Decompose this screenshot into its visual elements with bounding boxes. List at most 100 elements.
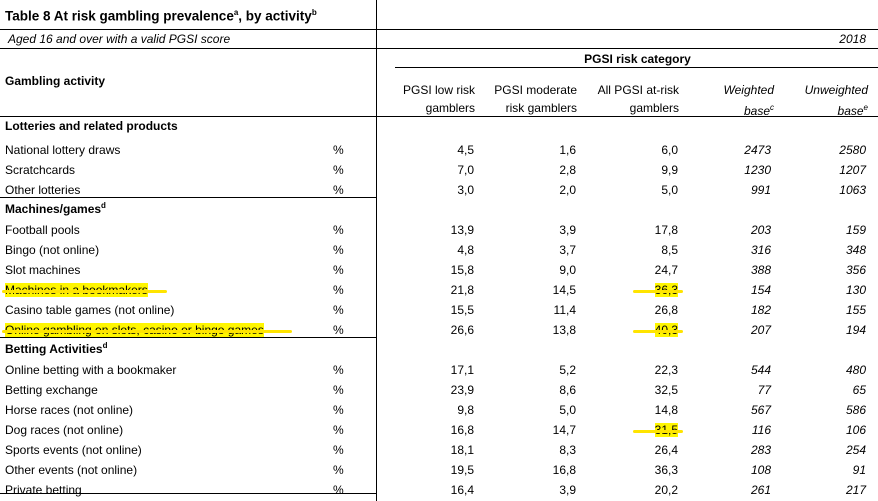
table-cell: 1230 xyxy=(744,163,771,177)
table-cell: 2,0 xyxy=(559,183,576,197)
table-cell: 3,9 xyxy=(559,223,576,237)
table-cell: 8,3 xyxy=(559,443,576,457)
table-cell: 316 xyxy=(750,243,771,257)
row-label: Dog races (not online) xyxy=(5,423,124,437)
table-cell: 21,8 xyxy=(450,283,474,297)
section-divider xyxy=(0,197,376,198)
table-cell: 26,6 xyxy=(450,323,474,337)
table-cell: 3,7 xyxy=(559,243,576,257)
table-cell: 18,1 xyxy=(450,443,474,457)
table-cell: 17,8 xyxy=(654,223,678,237)
row-label: Other events (not online) xyxy=(5,463,138,477)
row-label: Football pools xyxy=(5,223,80,237)
section-divider xyxy=(0,337,376,338)
table-cell: 14,7 xyxy=(552,423,576,437)
table-cell: 9,9 xyxy=(661,163,678,177)
table-cell: 65 xyxy=(852,383,866,397)
table-cell: 16,8 xyxy=(450,423,474,437)
highlight-underline xyxy=(633,430,683,433)
table-cell: 2473 xyxy=(744,143,771,157)
table-cell: 991 xyxy=(750,183,771,197)
table-cell: 207 xyxy=(750,323,771,337)
table-cell: 16,8 xyxy=(552,463,576,477)
row-label: Scratchcards xyxy=(5,163,76,177)
table-cell: 1,6 xyxy=(559,143,576,157)
table-cell: 155 xyxy=(845,303,866,317)
row-label: Other lotteries xyxy=(5,183,81,197)
table-cell: 4,5 xyxy=(457,143,474,157)
table-cell: 3,9 xyxy=(559,483,576,497)
table-cell: 283 xyxy=(750,443,771,457)
row-unit: % xyxy=(333,143,344,157)
row-unit: % xyxy=(333,383,344,397)
table-cell: 26,8 xyxy=(654,303,678,317)
section-divider xyxy=(0,493,376,494)
row-unit: % xyxy=(333,163,344,177)
table-cell: 254 xyxy=(845,443,866,457)
table-cell: 77 xyxy=(757,383,771,397)
row-header: Gambling activity xyxy=(5,74,106,88)
table-cell: 4,8 xyxy=(457,243,474,257)
row-label: Bingo (not online) xyxy=(5,243,100,257)
row-label: Casino table games (not online) xyxy=(5,303,175,317)
table-cell: 5,2 xyxy=(559,363,576,377)
table-cell: 6,0 xyxy=(661,143,678,157)
row-unit: % xyxy=(333,423,344,437)
table-cell: 8,5 xyxy=(661,243,678,257)
column-header-all-at-risk: All PGSI at-risk gamblers xyxy=(597,83,679,115)
table-cell: 348 xyxy=(845,243,866,257)
row-unit: % xyxy=(333,263,344,277)
table-title: Table 8 At risk gambling prevalencea, by… xyxy=(5,8,317,24)
highlight-underline xyxy=(633,290,683,293)
column-header-unweighted-base: Unweighted basee xyxy=(804,83,868,118)
table-cell: 217 xyxy=(845,483,866,497)
header-divider xyxy=(0,116,878,117)
table-subtitle: Aged 16 and over with a valid PGSI score xyxy=(8,32,231,46)
table-cell: 3,0 xyxy=(457,183,474,197)
section-heading: Lotteries and related products xyxy=(5,119,178,133)
table-cell: 108 xyxy=(750,463,771,477)
row-unit: % xyxy=(333,243,344,257)
row-label: Private betting xyxy=(5,483,82,497)
highlight-underline xyxy=(2,330,292,333)
table-cell: 15,5 xyxy=(450,303,474,317)
row-unit: % xyxy=(333,463,344,477)
table-cell: 14,5 xyxy=(552,283,576,297)
row-unit: % xyxy=(333,183,344,197)
table-cell: 9,8 xyxy=(457,403,474,417)
table-cell: 182 xyxy=(750,303,771,317)
category-divider xyxy=(395,67,878,68)
row-unit: % xyxy=(333,303,344,317)
table-cell: 586 xyxy=(845,403,866,417)
column-divider xyxy=(376,0,377,501)
table-cell: 154 xyxy=(750,283,771,297)
table-cell: 116 xyxy=(751,423,771,437)
table-cell: 16,4 xyxy=(450,483,474,497)
column-header-weighted-base: Weighted basec xyxy=(723,83,774,118)
table-cell: 5,0 xyxy=(661,183,678,197)
table-cell: 356 xyxy=(845,263,866,277)
table-cell: 480 xyxy=(845,363,866,377)
table-cell: 8,6 xyxy=(559,383,576,397)
row-unit: % xyxy=(333,283,344,297)
table-cell: 9,0 xyxy=(559,263,576,277)
table-cell: 544 xyxy=(750,363,771,377)
table-cell: 7,0 xyxy=(457,163,474,177)
row-unit: % xyxy=(333,403,344,417)
section-heading: Betting Activitiesd xyxy=(5,341,108,356)
table-cell: 5,0 xyxy=(559,403,576,417)
table-cell: 1207 xyxy=(839,163,866,177)
table-year: 2018 xyxy=(839,32,866,46)
table-cell: 19,5 xyxy=(450,463,474,477)
table-cell: 36,3 xyxy=(654,463,678,477)
section-heading: Machines/gamesd xyxy=(5,201,106,216)
row-label: National lottery draws xyxy=(5,143,121,157)
table-cell: 11,4 xyxy=(553,303,576,317)
table-cell: 23,9 xyxy=(450,383,474,397)
table-cell: 32,5 xyxy=(654,383,678,397)
table-cell: 159 xyxy=(845,223,866,237)
row-label: Sports events (not online) xyxy=(5,443,142,457)
row-unit: % xyxy=(333,443,344,457)
table-cell: 2,8 xyxy=(559,163,576,177)
